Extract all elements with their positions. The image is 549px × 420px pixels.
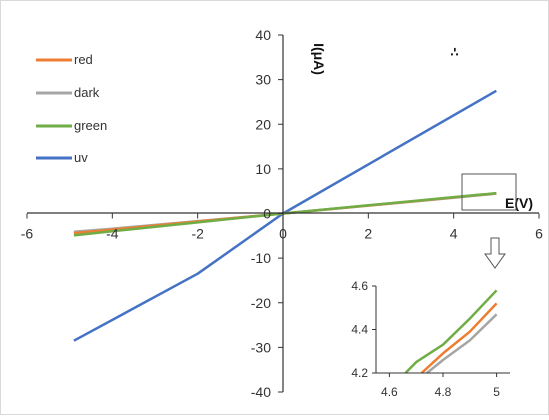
legend-item-dark: dark (36, 85, 100, 100)
inset-background (328, 275, 518, 401)
y-tick-label: -40 (251, 384, 271, 400)
inset-series-line-red (420, 302, 498, 374)
legend-label-green: green (74, 118, 107, 133)
x-tick-label: 0 (279, 226, 287, 242)
inset-x-tick-label: 5 (493, 385, 500, 399)
x-tick-label: 2 (364, 226, 372, 242)
legend-label-uv: uv (74, 150, 88, 165)
x-tick-label: -4 (106, 226, 119, 242)
inset-y-tick-label: 4.2 (351, 366, 368, 380)
y-tick-label: 20 (255, 116, 271, 132)
inset-y-tick-label: 4.6 (351, 279, 368, 293)
x-axis-label: E(V) (505, 195, 533, 211)
y-tick-label: 40 (255, 27, 271, 43)
legend-label-dark: dark (74, 85, 100, 100)
inset-y-tick-label: 4.4 (351, 323, 368, 337)
series-line-green (73, 191, 497, 237)
x-tick-label: -2 (191, 226, 204, 242)
y-tick-label: 30 (255, 72, 271, 88)
y-tick-label: 0 (263, 206, 271, 222)
legend-item-red: red (36, 52, 93, 67)
zoom-arrow-icon (484, 237, 506, 269)
inset-series-line-dark (426, 313, 498, 374)
x-tick-label: -6 (21, 226, 34, 242)
legend: red dark green uv (36, 52, 107, 165)
x-tick-label: 6 (535, 226, 543, 242)
y-tick-label: -20 (251, 295, 271, 311)
y-axis-label: I(μA) (311, 43, 327, 75)
inset-plot: 4.6 4.8 5 4.6 4.4 4.2 (328, 275, 518, 401)
y-tick-label: -10 (251, 250, 271, 266)
x-tick-label: 4 (450, 226, 458, 242)
legend-item-uv: uv (36, 150, 88, 165)
inset-x-tick-label: 4.8 (435, 385, 452, 399)
inset-series-line-green (404, 289, 498, 374)
legend-label-red: red (74, 52, 93, 67)
corner-mark: -: (448, 47, 464, 56)
legend-item-green: green (36, 118, 107, 133)
y-tick-label: -30 (251, 339, 271, 355)
inset-x-tick-label: 4.6 (381, 385, 398, 399)
zoom-region-box (461, 173, 517, 211)
y-tick-label: 10 (255, 161, 271, 177)
